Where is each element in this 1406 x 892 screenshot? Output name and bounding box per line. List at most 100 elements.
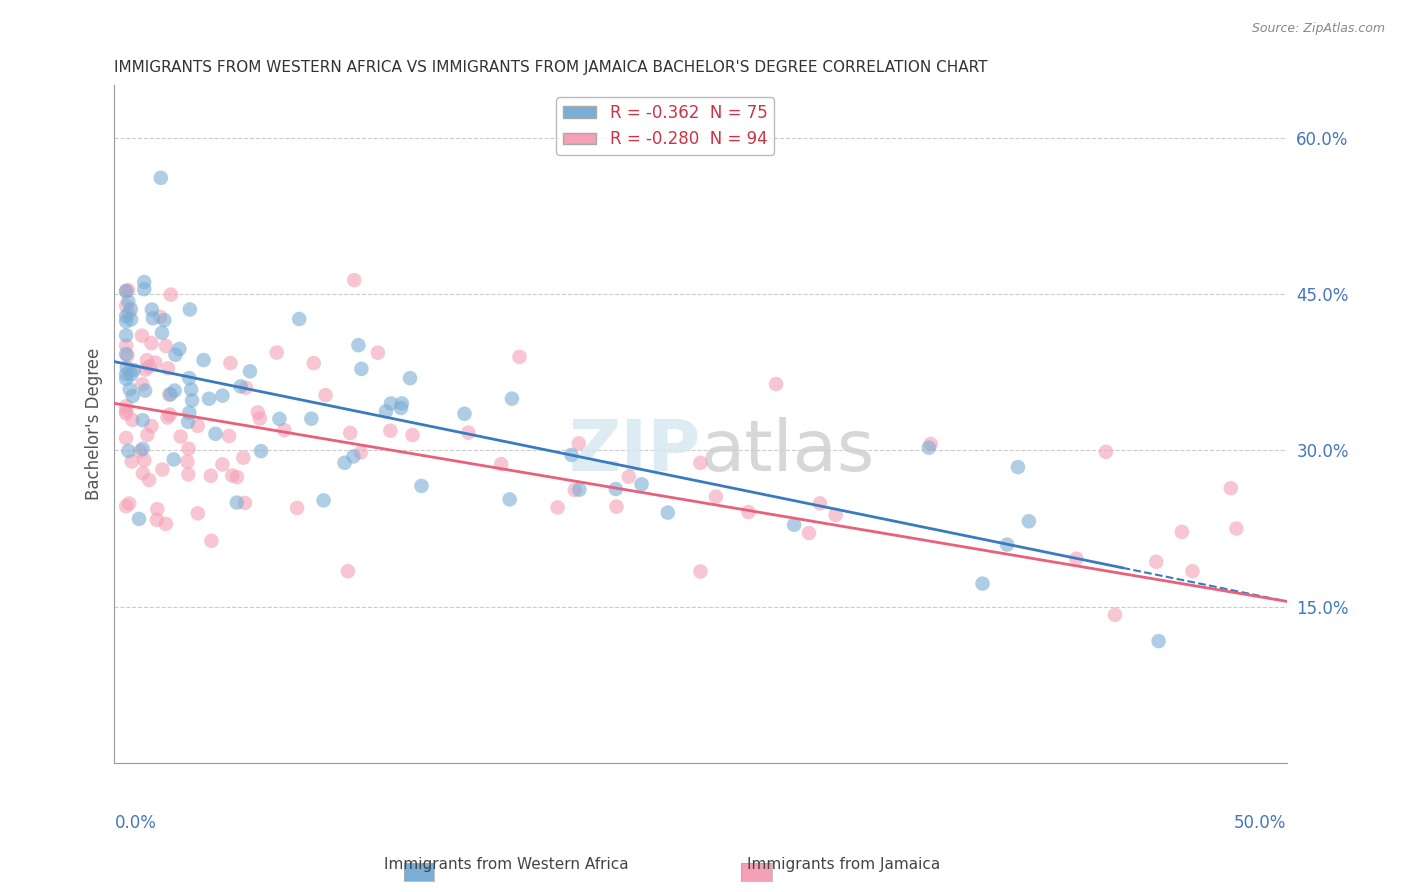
Immigrants from Jamaica <box>266 345 288 359</box>
Immigrants from Jamaica <box>146 513 169 527</box>
Immigrants from Jamaica <box>200 468 222 483</box>
Immigrants from Jamaica <box>246 405 269 419</box>
Immigrants from Western Africa <box>389 401 412 415</box>
Immigrants from Jamaica <box>218 429 240 443</box>
Immigrants from Jamaica <box>689 565 711 579</box>
Immigrants from Jamaica <box>564 483 586 497</box>
Immigrants from Jamaica <box>808 496 831 510</box>
Immigrants from Jamaica <box>200 533 222 548</box>
Immigrants from Western Africa <box>198 392 221 406</box>
Immigrants from Western Africa <box>225 495 247 509</box>
Immigrants from Jamaica <box>155 339 177 353</box>
Immigrants from Western Africa <box>115 368 138 382</box>
Immigrants from Western Africa <box>121 389 143 403</box>
Immigrants from Jamaica <box>115 399 138 413</box>
Immigrants from Western Africa <box>1147 634 1170 648</box>
Immigrants from Western Africa <box>142 311 165 326</box>
Immigrants from Jamaica <box>138 473 160 487</box>
Immigrants from Western Africa <box>347 338 370 352</box>
Immigrants from Jamaica <box>136 427 159 442</box>
Immigrants from Western Africa <box>122 363 145 377</box>
Immigrants from Jamaica <box>232 450 254 465</box>
Immigrants from Western Africa <box>995 538 1018 552</box>
Immigrants from Jamaica <box>177 442 200 456</box>
Immigrants from Jamaica <box>1219 481 1241 495</box>
Immigrants from Western Africa <box>150 326 173 340</box>
Immigrants from Western Africa <box>193 353 215 368</box>
Immigrants from Jamaica <box>219 356 242 370</box>
Immigrants from Western Africa <box>117 294 139 309</box>
Immigrants from Western Africa <box>229 379 252 393</box>
Immigrants from Jamaica <box>249 411 271 425</box>
Immigrants from Western Africa <box>115 328 138 343</box>
Immigrants from Jamaica <box>115 407 138 421</box>
Immigrants from Jamaica <box>160 287 183 301</box>
Immigrants from Western Africa <box>153 313 176 327</box>
Immigrants from Western Africa <box>159 387 181 401</box>
Immigrants from Jamaica <box>115 285 138 299</box>
Immigrants from Jamaica <box>824 508 846 522</box>
Immigrants from Jamaica <box>159 408 181 422</box>
Immigrants from Jamaica <box>131 377 153 392</box>
Immigrants from Jamaica <box>138 359 160 374</box>
Text: Immigrants from Jamaica: Immigrants from Jamaica <box>747 857 941 872</box>
Immigrants from Jamaica <box>149 310 172 324</box>
Y-axis label: Bachelor's Degree: Bachelor's Degree <box>86 348 103 500</box>
Immigrants from Western Africa <box>120 312 142 326</box>
Immigrants from Jamaica <box>115 338 138 352</box>
Immigrants from Jamaica <box>233 496 256 510</box>
Immigrants from Jamaica <box>118 364 141 378</box>
Immigrants from Western Africa <box>117 444 139 458</box>
Immigrants from Western Africa <box>181 393 204 408</box>
Immigrants from Jamaica <box>273 423 295 437</box>
Immigrants from Jamaica <box>143 355 166 369</box>
Immigrants from Jamaica <box>350 445 373 459</box>
Immigrants from Western Africa <box>239 364 262 378</box>
Immigrants from Jamaica <box>117 283 139 297</box>
Immigrants from Western Africa <box>128 512 150 526</box>
Immigrants from Jamaica <box>1104 607 1126 622</box>
Immigrants from Western Africa <box>115 314 138 328</box>
Immigrants from Jamaica <box>339 425 361 440</box>
Immigrants from Jamaica <box>235 381 257 395</box>
Immigrants from Jamaica <box>134 453 156 467</box>
Immigrants from Jamaica <box>131 328 153 343</box>
Immigrants from Jamaica <box>226 470 249 484</box>
Immigrants from Western Africa <box>1007 460 1029 475</box>
Immigrants from Jamaica <box>568 436 591 450</box>
Immigrants from Jamaica <box>605 500 627 514</box>
Immigrants from Western Africa <box>453 407 475 421</box>
Immigrants from Western Africa <box>165 348 187 362</box>
Immigrants from Jamaica <box>367 345 389 359</box>
Immigrants from Jamaica <box>737 505 759 519</box>
Immigrants from Jamaica <box>285 500 308 515</box>
Immigrants from Jamaica <box>489 457 512 471</box>
Immigrants from Western Africa <box>115 284 138 298</box>
Text: Immigrants from Western Africa: Immigrants from Western Africa <box>384 857 628 872</box>
Immigrants from Jamaica <box>134 362 156 376</box>
Immigrants from Jamaica <box>169 429 191 443</box>
Immigrants from Western Africa <box>560 448 582 462</box>
Immigrants from Western Africa <box>115 372 138 386</box>
Immigrants from Jamaica <box>1144 555 1167 569</box>
Immigrants from Western Africa <box>179 371 201 385</box>
Immigrants from Western Africa <box>399 371 422 385</box>
Immigrants from Jamaica <box>797 526 820 541</box>
Immigrants from Jamaica <box>115 403 138 417</box>
Immigrants from Jamaica <box>920 437 942 451</box>
Immigrants from Western Africa <box>783 517 806 532</box>
Immigrants from Western Africa <box>299 411 322 425</box>
Immigrants from Western Africa <box>918 441 941 455</box>
Immigrants from Jamaica <box>457 425 479 440</box>
Immigrants from Western Africa <box>380 396 402 410</box>
Immigrants from Western Africa <box>169 342 191 356</box>
Immigrants from Western Africa <box>134 282 156 296</box>
Immigrants from Western Africa <box>134 384 156 398</box>
Text: 50.0%: 50.0% <box>1234 814 1286 831</box>
Immigrants from Western Africa <box>120 302 142 317</box>
Immigrants from Jamaica <box>135 353 157 368</box>
Immigrants from Jamaica <box>118 497 141 511</box>
Immigrants from Western Africa <box>131 413 153 427</box>
Immigrants from Jamaica <box>156 410 179 425</box>
Immigrants from Western Africa <box>250 444 273 458</box>
